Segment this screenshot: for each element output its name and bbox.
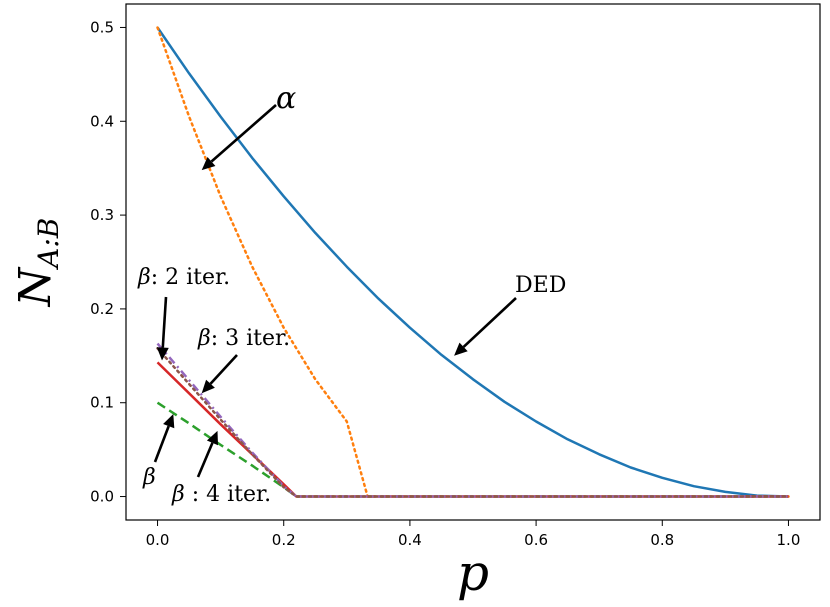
annotation-arrowhead-beta [163, 414, 175, 429]
y-tick-label: 0.4 [90, 112, 114, 130]
x-tick-label: 0.8 [650, 531, 674, 549]
series-line-beta2 [156, 361, 789, 498]
x-tick-label: 0.2 [272, 531, 296, 549]
x-tick-label: 0.6 [524, 531, 548, 549]
annotation-arrowhead-beta3 [201, 379, 215, 394]
annotation-arrowhead-beta4 [206, 430, 218, 446]
annotation-beta-3-iter-text: : 3 iter. [211, 326, 290, 351]
annotation-arrows [153, 104, 517, 478]
annotation-beta: β [142, 465, 156, 490]
series-line-ded [156, 26, 789, 498]
annotation-arrowhead-alpha [201, 157, 216, 171]
annotation-beta-2-iter-symbol: β [137, 265, 151, 290]
y-axis-label-main: N [10, 266, 61, 307]
annotation-beta-2-iter-text: : 2 iter. [151, 265, 230, 290]
y-axis-label: NA:B [10, 218, 65, 308]
y-tick-label: 0.3 [90, 206, 114, 224]
annotation-arrow-alpha [210, 104, 277, 163]
annotation-arrow-beta4 [196, 442, 214, 478]
y-tick-label: 0.0 [90, 488, 114, 506]
y-tick-label: 0.2 [90, 300, 114, 318]
x-tick-label: 0.4 [398, 531, 422, 549]
annotation-alpha: α [276, 81, 296, 116]
annotation-arrow-ded [462, 297, 517, 348]
annotation-beta-4-iter-text: : 4 iter. [185, 482, 271, 507]
axis-ticks: 0.0 0.2 0.4 0.6 0.8 1.0 0.0 0.1 0.2 0.3 0.4 0.5 [90, 18, 800, 549]
y-tick-label: 0.1 [90, 394, 114, 412]
annotation-ded: DED [515, 273, 566, 298]
annotation-beta-4-iter-symbol: β [171, 482, 185, 507]
annotation-beta-4-iter: β : 4 iter. [171, 482, 271, 507]
annotation-arrow-beta3 [209, 354, 238, 385]
annotation-arrowhead-ded [454, 342, 468, 356]
annotation-arrow-beta2 [161, 296, 168, 348]
annotation-beta-3-iter-symbol: β [197, 326, 211, 351]
series-line-alpha [156, 26, 790, 498]
x-tick-label: 1.0 [777, 531, 801, 549]
annotation-arrow-beta [153, 425, 170, 463]
annotation-beta-2-iter: β: 2 iter. [137, 265, 230, 290]
x-axis-label: p [457, 544, 489, 602]
svg-text:NA:B: NA:B [10, 218, 65, 308]
annotation-beta-3-iter: β: 3 iter. [197, 326, 290, 351]
plot-area-frame [125, 3, 821, 521]
y-axis-label-subscript: A:B [32, 218, 65, 271]
x-tick-label: 0.0 [146, 531, 170, 549]
y-tick-label: 0.5 [90, 18, 114, 36]
series-line-beta3 [156, 342, 789, 498]
series-group [156, 26, 790, 498]
annotation-arrowhead-beta2 [156, 347, 169, 361]
series-line-beta4 [156, 347, 790, 498]
